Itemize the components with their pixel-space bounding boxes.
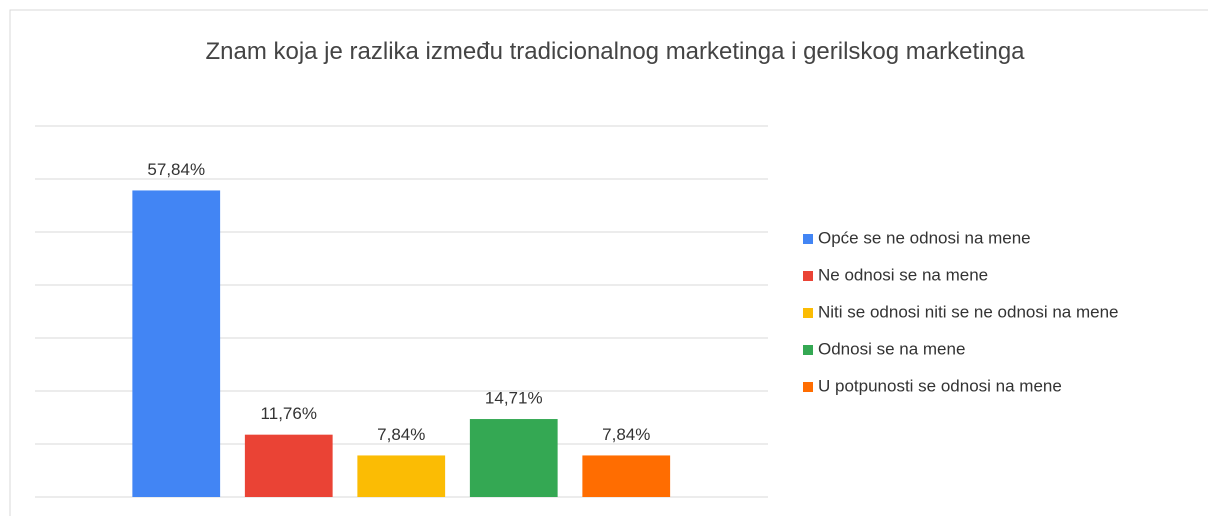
- legend-swatch: [803, 345, 813, 355]
- bar: [244, 434, 333, 497]
- bar: [469, 419, 558, 497]
- frame-border: [9, 9, 1208, 516]
- legend-label: Ne odnosi se na mene: [818, 265, 988, 284]
- legend-label: Odnosi se na mene: [818, 339, 965, 358]
- legend-swatch: [803, 234, 813, 244]
- data-label: 7,84%: [377, 425, 425, 444]
- data-label: 7,84%: [602, 425, 650, 444]
- legend-swatch: [803, 308, 813, 318]
- data-label: 11,76%: [261, 404, 317, 423]
- bar: [357, 455, 446, 497]
- legend-label: Niti se odnosi niti se ne odnosi na mene: [818, 302, 1119, 321]
- data-label: 14,71%: [485, 389, 543, 408]
- bar: [582, 455, 671, 497]
- data-label: 57,84%: [147, 160, 205, 179]
- legend-label: U potpunosti se odnosi na mene: [818, 376, 1062, 395]
- legend-swatch: [803, 271, 813, 281]
- chart-title: Znam koja je razlika između tradicionaln…: [205, 38, 1025, 65]
- legend-swatch: [803, 382, 813, 392]
- legend-label: Opće se ne odnosi na mene: [818, 228, 1031, 247]
- bar: [132, 190, 221, 497]
